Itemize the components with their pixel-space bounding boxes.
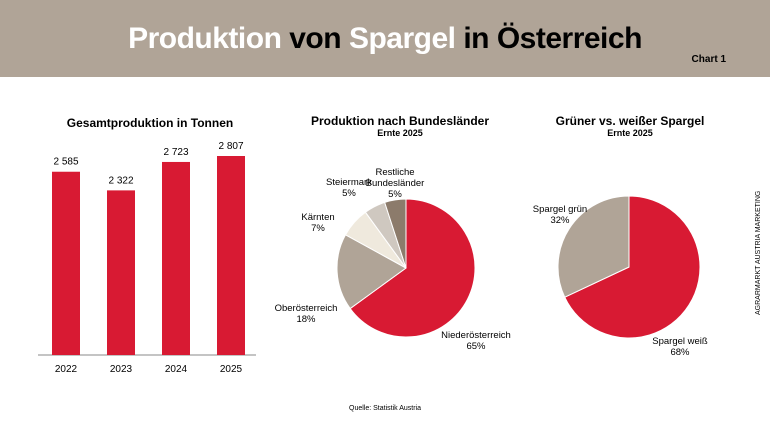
- x-tick-label: 2024: [165, 364, 188, 375]
- title-part: Produktion: [128, 22, 282, 55]
- pie-label: 5%: [388, 189, 402, 200]
- pie-label: 5%: [342, 188, 356, 199]
- page-title: Produktion von Spargel in Österreich: [0, 22, 770, 56]
- title-part: Spargel: [348, 22, 456, 55]
- bar: [52, 171, 80, 355]
- pie-slice: [384, 198, 407, 269]
- pie1-title: Produktion nach Bundesländer Ernte 2025: [280, 114, 520, 138]
- bar-chart-title: Gesamtproduktion in Tonnen: [66, 116, 234, 130]
- pie2-subtitle: Ernte 2025: [607, 128, 653, 138]
- pie-slice: [557, 195, 630, 298]
- pie2-title: Grüner vs. weißer Spargel Ernte 2025: [510, 114, 750, 138]
- pie2-title-text: Grüner vs. weißer Spargel: [555, 114, 705, 128]
- pie-label: Kärnten: [301, 212, 334, 223]
- pie-label: Spargel weiß: [652, 336, 708, 347]
- pie-label: 7%: [311, 223, 325, 234]
- bar: [162, 161, 190, 355]
- pie1-title-text: Produktion nach Bundesländer: [310, 114, 490, 128]
- pie-label: 18%: [296, 314, 316, 325]
- pie-label: 68%: [670, 347, 690, 358]
- pie-label: Steiermark: [326, 177, 372, 188]
- pie-slice: [349, 198, 476, 338]
- pie-label: Restliche: [375, 167, 414, 178]
- x-tick-label: 2023: [110, 364, 133, 375]
- side-text: AGRARMARKT AUSTRIA MARKETING: [755, 190, 762, 315]
- pie-label: Oberösterreich: [275, 303, 338, 314]
- bar-value-label: 2 322: [108, 175, 133, 186]
- pie-slice: [564, 195, 701, 339]
- title-part: von: [289, 22, 342, 55]
- bar: [217, 156, 245, 355]
- pie-slice: [336, 234, 407, 310]
- pie-label: 65%: [466, 341, 486, 352]
- pie-label: Bundesländer: [366, 178, 425, 189]
- source-note: Quelle: Statistik Austria: [349, 405, 421, 412]
- x-tick-label: 2022: [55, 364, 78, 375]
- pie1-subtitle: Ernte 2025: [377, 128, 423, 138]
- title-part: in Österreich: [463, 22, 642, 55]
- bar-value-label: 2 807: [218, 141, 243, 152]
- bar-value-label: 2 585: [53, 157, 78, 168]
- chart-number: Chart 1: [691, 54, 726, 65]
- pie-label: Spargel grün: [533, 204, 587, 215]
- pie-label: Niederösterreich: [441, 330, 511, 341]
- bar: [107, 190, 135, 355]
- x-tick-label: 2025: [220, 364, 243, 375]
- bar-value-label: 2 723: [163, 147, 188, 158]
- pie-label: 32%: [550, 215, 570, 226]
- header-banner: [0, 0, 770, 77]
